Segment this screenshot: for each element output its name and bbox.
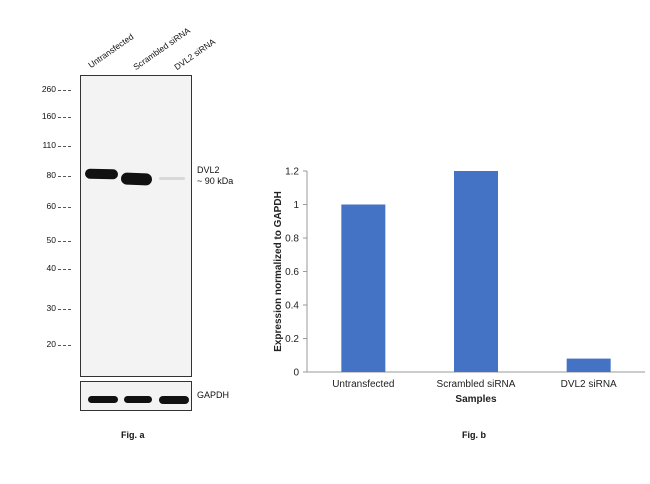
y-tick-label: 1.2 [285, 167, 299, 178]
bar [454, 171, 498, 372]
loading-control-label: GAPDH [197, 390, 230, 400]
mw-marker-40: 40 [46, 263, 56, 273]
band-scrambled [120, 172, 153, 186]
mw-marker-30: 30 [46, 303, 56, 313]
gapdh-band-untransfected [88, 396, 118, 403]
target-label: DVL2 [197, 165, 220, 175]
mw-tick [58, 207, 71, 208]
mw-marker-110: 110 [42, 140, 56, 150]
blot-main-image [80, 75, 192, 377]
mw-marker-260: 260 [41, 84, 56, 94]
y-tick-label: 0.6 [285, 267, 299, 278]
mw-marker-20: 20 [46, 339, 56, 349]
mw-marker-60: 60 [46, 201, 56, 211]
mw-tick [58, 269, 71, 270]
x-tick-label: Scrambled siRNA [437, 379, 516, 390]
mw-tick [58, 345, 71, 346]
mw-marker-160: 160 [41, 111, 56, 121]
x-tick-label: DVL2 siRNA [561, 379, 617, 390]
y-tick-label: 0.8 [285, 234, 299, 245]
y-tick-label: 0.2 [285, 334, 299, 345]
y-tick-label: 1 [293, 200, 299, 211]
bar-chart: 0 0.2 0.4 0.6 0.8 1 1.2 Untransfected Scrambled … [273, 167, 645, 405]
band-untransfected [84, 168, 119, 180]
x-axis-title: Samples [455, 394, 497, 405]
gapdh-band-dvl2-sirna [159, 396, 189, 404]
target-size-label: ~ 90 kDa [197, 176, 234, 186]
fig-a-caption: Fig. a [121, 430, 145, 440]
blot-gapdh-image [80, 381, 192, 411]
x-tick-label: Untransfected [332, 379, 394, 390]
mw-marker-50: 50 [46, 235, 56, 245]
mw-tick [58, 117, 71, 118]
mw-marker-80: 80 [46, 170, 56, 180]
band-dvl2-sirna [159, 177, 185, 180]
fig-b-caption: Fig. b [462, 430, 486, 440]
mw-tick [58, 90, 71, 91]
lane-label-untransfected: Untransfected [86, 31, 136, 70]
y-tick-label: 0.4 [285, 301, 299, 312]
mw-tick [58, 309, 71, 310]
mw-tick [58, 146, 71, 147]
gapdh-band-scrambled [124, 396, 152, 403]
mw-tick [58, 176, 71, 177]
y-tick-label: 0 [293, 368, 299, 379]
bar [566, 358, 611, 372]
y-axis-title: Expression normalized to GAPDH [273, 191, 284, 352]
mw-tick [58, 241, 71, 242]
bar [341, 204, 386, 372]
